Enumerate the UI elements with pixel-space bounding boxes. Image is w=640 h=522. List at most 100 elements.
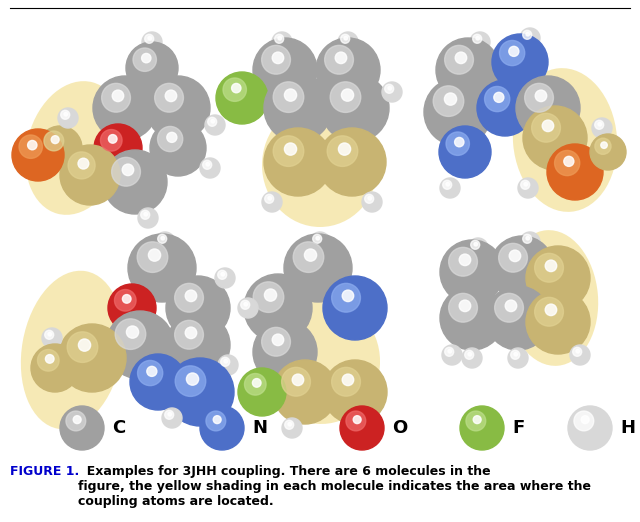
Circle shape — [486, 286, 550, 350]
Circle shape — [155, 84, 184, 112]
Circle shape — [313, 234, 322, 243]
Circle shape — [48, 333, 52, 336]
Circle shape — [460, 254, 471, 266]
Circle shape — [78, 339, 91, 351]
Circle shape — [141, 53, 151, 63]
Circle shape — [468, 352, 472, 356]
Ellipse shape — [506, 230, 598, 366]
Circle shape — [262, 192, 282, 212]
Circle shape — [462, 348, 482, 368]
Circle shape — [211, 120, 214, 123]
Circle shape — [244, 302, 248, 306]
Circle shape — [148, 249, 161, 261]
Circle shape — [185, 290, 196, 302]
Circle shape — [525, 84, 554, 112]
Circle shape — [534, 253, 563, 282]
Circle shape — [78, 158, 89, 169]
Circle shape — [316, 236, 319, 240]
Circle shape — [218, 355, 238, 375]
Circle shape — [206, 411, 226, 431]
Circle shape — [344, 37, 348, 40]
Circle shape — [162, 408, 182, 428]
Circle shape — [224, 360, 228, 363]
Circle shape — [141, 210, 150, 219]
Circle shape — [122, 294, 131, 303]
Circle shape — [166, 276, 230, 340]
Circle shape — [273, 82, 304, 112]
Circle shape — [526, 290, 590, 354]
Circle shape — [424, 78, 492, 146]
Circle shape — [155, 232, 175, 252]
Circle shape — [144, 212, 148, 216]
Circle shape — [216, 72, 268, 124]
Circle shape — [499, 243, 527, 272]
Circle shape — [73, 416, 81, 423]
Circle shape — [592, 118, 612, 138]
Circle shape — [221, 357, 230, 366]
Circle shape — [238, 368, 286, 416]
Circle shape — [122, 164, 134, 175]
Circle shape — [466, 411, 486, 431]
Circle shape — [341, 89, 354, 101]
Circle shape — [473, 34, 482, 43]
Circle shape — [272, 334, 284, 346]
Circle shape — [264, 74, 332, 142]
Circle shape — [206, 162, 210, 166]
Circle shape — [127, 326, 139, 338]
Circle shape — [244, 274, 312, 342]
Circle shape — [175, 283, 204, 312]
Circle shape — [576, 349, 580, 353]
Circle shape — [111, 157, 140, 186]
Circle shape — [460, 406, 504, 450]
Circle shape — [175, 321, 204, 349]
Circle shape — [126, 42, 178, 94]
Circle shape — [495, 293, 524, 322]
Circle shape — [268, 196, 271, 200]
Circle shape — [275, 34, 284, 43]
Circle shape — [473, 416, 481, 423]
Circle shape — [494, 92, 504, 102]
Circle shape — [292, 374, 304, 386]
Circle shape — [60, 406, 104, 450]
Circle shape — [598, 122, 602, 126]
Circle shape — [94, 124, 142, 172]
Circle shape — [545, 260, 557, 271]
Circle shape — [465, 350, 474, 359]
Circle shape — [38, 126, 82, 170]
Circle shape — [476, 37, 479, 40]
Circle shape — [58, 324, 126, 392]
Circle shape — [460, 300, 471, 312]
Circle shape — [221, 272, 225, 276]
Text: H: H — [620, 419, 635, 437]
Circle shape — [526, 246, 590, 310]
Circle shape — [241, 300, 250, 310]
Circle shape — [262, 45, 291, 74]
Circle shape — [273, 360, 337, 424]
Ellipse shape — [262, 103, 378, 227]
Circle shape — [205, 115, 225, 135]
Circle shape — [157, 234, 166, 243]
Circle shape — [108, 135, 117, 143]
Circle shape — [164, 410, 173, 419]
Text: N: N — [252, 419, 267, 437]
Circle shape — [253, 320, 317, 384]
Circle shape — [564, 156, 574, 167]
Circle shape — [505, 300, 516, 312]
Circle shape — [200, 406, 244, 450]
Circle shape — [253, 282, 284, 313]
Circle shape — [362, 192, 382, 212]
Circle shape — [339, 143, 351, 155]
Circle shape — [332, 367, 360, 396]
Circle shape — [167, 132, 177, 143]
Circle shape — [130, 354, 186, 410]
Circle shape — [282, 418, 302, 438]
Circle shape — [323, 360, 387, 424]
Circle shape — [440, 286, 504, 350]
Circle shape — [293, 242, 324, 272]
Circle shape — [534, 298, 563, 326]
Circle shape — [444, 93, 457, 105]
Circle shape — [446, 132, 469, 156]
Circle shape — [213, 416, 221, 423]
Circle shape — [244, 374, 266, 395]
Circle shape — [67, 332, 98, 362]
